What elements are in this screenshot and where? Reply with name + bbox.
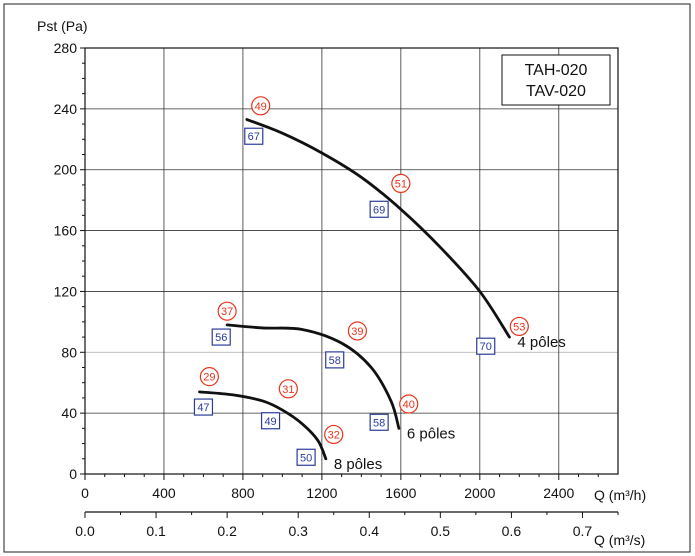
sound-square <box>369 413 389 431</box>
efficiency-circle-label: 40 <box>403 399 415 411</box>
efficiency-circle-label: 53 <box>513 321 525 333</box>
x-tick-label: 400 <box>152 485 176 501</box>
sound-square <box>476 337 496 355</box>
y-axis-title: Pst (Pa) <box>37 18 88 34</box>
x2-tick-label: 0.7 <box>573 523 593 539</box>
efficiency-circle <box>251 96 271 116</box>
sound-square-label: 58 <box>329 355 341 367</box>
legend-box-line-2: TAV-020 <box>526 83 586 100</box>
efficiency-circle <box>278 379 298 399</box>
x2-tick-label: 0.4 <box>360 523 380 539</box>
model-legend-box: TAH-020 TAV-020 <box>501 54 611 106</box>
efficiency-circle <box>217 301 237 321</box>
x2-tick-label: 0.5 <box>431 523 451 539</box>
curve-line <box>198 390 328 461</box>
efficiency-circle <box>509 316 529 337</box>
sound-square-label: 70 <box>480 341 492 353</box>
x2-tick-label: 0.6 <box>502 523 522 539</box>
x2-tick-label: 0.0 <box>75 523 95 539</box>
curve-label: 4 pôles <box>517 334 565 351</box>
efficiency-circle <box>399 394 419 414</box>
y-tick-label: 280 <box>54 40 78 56</box>
y-axis: 0 40 80 120 160 200 240 280 <box>54 40 85 482</box>
sound-square <box>260 412 281 430</box>
x-tick-label: 1200 <box>306 485 337 501</box>
sound-square-label: 58 <box>373 417 385 429</box>
efficiency-circle-label: 29 <box>203 372 215 384</box>
x-tick-label: 0 <box>81 485 89 501</box>
x-axis-title: Q (m³/h) <box>594 487 646 503</box>
curve-label: 8 pôles <box>334 456 382 473</box>
markers: 49 51 53 67 69 70 37 39 40 56 58 58 29 31 32 47 49 50 <box>193 96 529 466</box>
x-axis: 0 400 800 1200 1600 2000 2400 <box>81 474 599 501</box>
sound-square-label: 56 <box>215 332 227 344</box>
sound-square <box>193 398 214 416</box>
grid <box>85 48 618 474</box>
sound-square <box>296 448 316 466</box>
y-tick-label: 200 <box>54 162 78 178</box>
sound-square-label: 67 <box>248 131 260 143</box>
efficiency-circle <box>391 173 411 194</box>
x-tick-label: 2000 <box>464 485 495 501</box>
efficiency-circle-label: 31 <box>282 384 294 396</box>
efficiency-circle <box>199 367 219 387</box>
y-tick-label: 0 <box>69 466 77 482</box>
efficiency-circle-label: 39 <box>351 326 363 338</box>
efficiency-circle-label: 37 <box>221 306 233 318</box>
x-tick-label: 2400 <box>543 485 574 501</box>
efficiency-circle <box>347 321 368 341</box>
sound-square-label: 50 <box>300 452 312 464</box>
sound-square <box>325 351 345 369</box>
y-tick-label: 120 <box>54 283 78 299</box>
x2-axis-title: Q (m³/s) <box>594 532 645 548</box>
x-tick-label: 800 <box>231 485 255 501</box>
sound-square <box>211 328 231 346</box>
y-tick-label: 240 <box>54 101 78 117</box>
curves: 4 pôles 6 pôles 8 pôles <box>198 118 566 473</box>
sound-square-label: 69 <box>373 204 385 216</box>
x2-tick-label: 0.2 <box>217 523 237 539</box>
curve-line <box>245 118 511 339</box>
efficiency-circle <box>324 424 344 445</box>
y-tick-label: 40 <box>61 405 77 421</box>
curve-line <box>225 323 401 430</box>
efficiency-circle-label: 49 <box>255 101 267 113</box>
sound-square-label: 49 <box>264 416 276 428</box>
legend-box-frame <box>501 54 611 106</box>
efficiency-circle-label: 51 <box>395 178 407 190</box>
sound-square <box>369 200 389 218</box>
legend-box-line-1: TAH-020 <box>525 62 588 79</box>
x2-tick-label: 0.3 <box>288 523 308 539</box>
x2-tick-label: 0.1 <box>146 523 166 539</box>
y-tick-label: 160 <box>54 223 78 239</box>
sound-square <box>244 127 264 145</box>
sound-square-label: 47 <box>197 402 209 414</box>
efficiency-circle-label: 32 <box>328 429 340 441</box>
x-tick-label: 1600 <box>385 485 416 501</box>
y-tick-label: 80 <box>61 344 77 360</box>
x2-axis: 0.0 0.1 0.2 0.3 0.4 0.5 0.6 0.7 <box>75 511 619 539</box>
curve-label: 6 pôles <box>407 425 455 442</box>
